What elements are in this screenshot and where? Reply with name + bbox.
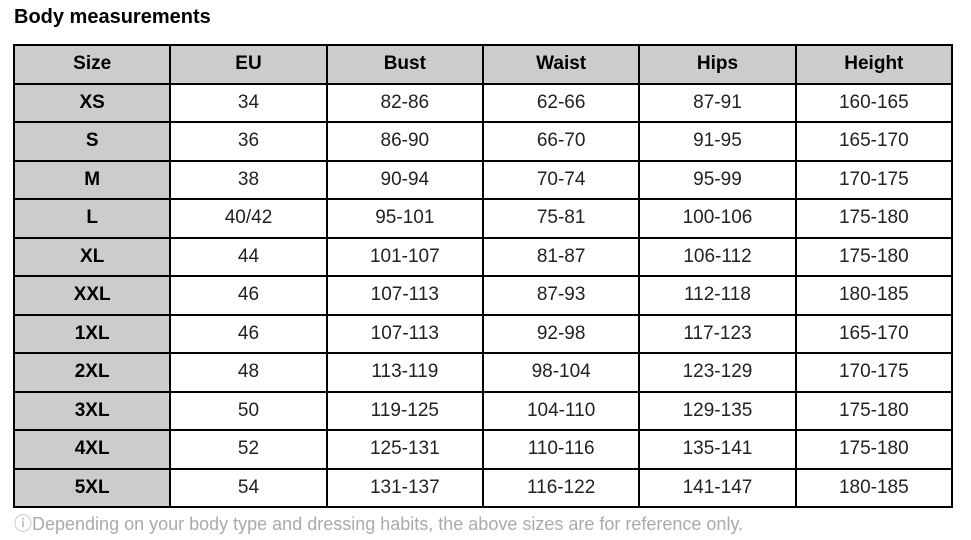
cell-hips: 95-99 (638, 159, 797, 200)
cell-bust: 82-86 (325, 82, 484, 123)
note-text: Depending on your body type and dressing… (32, 514, 744, 534)
cell-height: 170-175 (794, 352, 954, 393)
size-cell: XXL (12, 275, 172, 316)
cell-waist: 116-122 (481, 467, 641, 508)
cell-waist: 87-93 (481, 275, 641, 316)
info-icon: ⓘ (14, 514, 32, 534)
size-cell: 4XL (12, 429, 172, 470)
cell-waist: 66-70 (481, 121, 641, 162)
cell-eu: 44 (169, 236, 328, 277)
cell-eu: 46 (169, 313, 328, 354)
cell-bust: 107-113 (325, 275, 484, 316)
cell-height: 175-180 (794, 236, 954, 277)
table-row: XL 44 101-107 81-87 106-112 175-180 (12, 236, 954, 277)
cell-eu: 34 (169, 82, 328, 123)
cell-eu: 52 (169, 429, 328, 470)
cell-height: 175-180 (794, 429, 954, 470)
size-cell: 5XL (12, 467, 172, 508)
cell-waist: 104-110 (481, 390, 641, 431)
table-row: M 38 90-94 70-74 95-99 170-175 (12, 159, 954, 200)
cell-waist: 70-74 (481, 159, 641, 200)
cell-height: 170-175 (794, 159, 954, 200)
cell-height: 175-180 (794, 198, 954, 239)
cell-height: 175-180 (794, 390, 954, 431)
cell-height: 165-170 (794, 313, 954, 354)
cell-hips: 123-129 (638, 352, 797, 393)
cell-hips: 100-106 (638, 198, 797, 239)
cell-height: 180-185 (794, 275, 954, 316)
size-cell: S (12, 121, 172, 162)
size-cell: 2XL (12, 352, 172, 393)
size-chart-table: Size EU Bust Waist Hips Height XS 34 82-86 62-66… (12, 44, 954, 508)
cell-height: 180-185 (794, 467, 954, 508)
column-header-size: Size (12, 44, 172, 85)
cell-eu: 48 (169, 352, 328, 393)
cell-bust: 125-131 (325, 429, 484, 470)
cell-waist: 110-116 (481, 429, 641, 470)
cell-hips: 106-112 (638, 236, 797, 277)
size-cell: L (12, 198, 172, 239)
cell-eu: 46 (169, 275, 328, 316)
cell-bust: 119-125 (325, 390, 484, 431)
cell-eu: 54 (169, 467, 328, 508)
cell-bust: 86-90 (325, 121, 484, 162)
table-row: L 40/42 95-101 75-81 100-106 175-180 (12, 198, 954, 239)
size-cell: M (12, 159, 172, 200)
size-cell: 3XL (12, 390, 172, 431)
size-cell: XS (12, 82, 172, 123)
page-title: Body measurements (14, 6, 211, 28)
size-cell: XL (12, 236, 172, 277)
cell-bust: 131-137 (325, 467, 484, 508)
table-row: 3XL 50 119-125 104-110 129-135 175-180 (12, 390, 954, 431)
size-cell: 1XL (12, 313, 172, 354)
column-header-hips: Hips (638, 44, 797, 85)
cell-waist: 81-87 (481, 236, 641, 277)
cell-eu: 50 (169, 390, 328, 431)
table-row: S 36 86-90 66-70 91-95 165-170 (12, 121, 954, 162)
table-row: XS 34 82-86 62-66 87-91 160-165 (12, 82, 954, 123)
table-row: 1XL 46 107-113 92-98 117-123 165-170 (12, 313, 954, 354)
cell-bust: 101-107 (325, 236, 484, 277)
column-header-waist: Waist (481, 44, 641, 85)
column-header-height: Height (794, 44, 954, 85)
column-header-eu: EU (169, 44, 328, 85)
cell-hips: 91-95 (638, 121, 797, 162)
cell-hips: 117-123 (638, 313, 797, 354)
table-header-row: Size EU Bust Waist Hips Height (12, 44, 954, 85)
cell-bust: 113-119 (325, 352, 484, 393)
cell-hips: 141-147 (638, 467, 797, 508)
cell-height: 165-170 (794, 121, 954, 162)
cell-bust: 95-101 (325, 198, 484, 239)
column-header-bust: Bust (325, 44, 484, 85)
cell-height: 160-165 (794, 82, 954, 123)
cell-waist: 62-66 (481, 82, 641, 123)
cell-waist: 98-104 (481, 352, 641, 393)
reference-note: ⓘDepending on your body type and dressin… (14, 510, 743, 536)
cell-hips: 87-91 (638, 82, 797, 123)
cell-bust: 90-94 (325, 159, 484, 200)
cell-waist: 75-81 (481, 198, 641, 239)
table-row: 5XL 54 131-137 116-122 141-147 180-185 (12, 467, 954, 508)
table-row: 2XL 48 113-119 98-104 123-129 170-175 (12, 352, 954, 393)
cell-waist: 92-98 (481, 313, 641, 354)
cell-bust: 107-113 (325, 313, 484, 354)
cell-hips: 112-118 (638, 275, 797, 316)
table-row: 4XL 52 125-131 110-116 135-141 175-180 (12, 429, 954, 470)
cell-hips: 135-141 (638, 429, 797, 470)
cell-hips: 129-135 (638, 390, 797, 431)
table-row: XXL 46 107-113 87-93 112-118 180-185 (12, 275, 954, 316)
cell-eu: 36 (169, 121, 328, 162)
cell-eu: 40/42 (169, 198, 328, 239)
cell-eu: 38 (169, 159, 328, 200)
